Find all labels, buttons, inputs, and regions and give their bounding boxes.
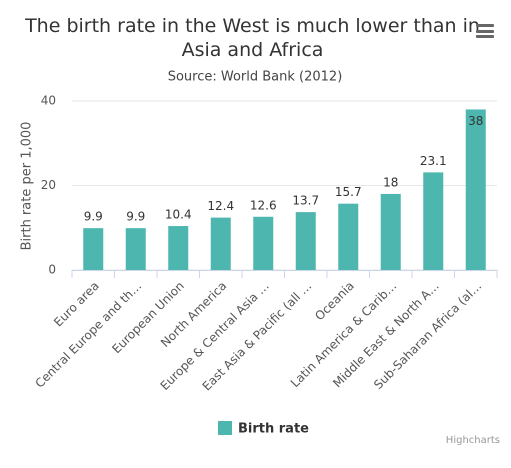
data-label: 15.7	[335, 185, 362, 199]
bar	[253, 216, 274, 270]
data-label: 9.9	[126, 210, 145, 224]
data-label: 38	[468, 114, 483, 128]
data-label: 9.9	[84, 210, 103, 224]
data-label: 18	[383, 175, 398, 189]
y-tick-label: 0	[48, 263, 56, 277]
y-tick-label: 40	[41, 94, 56, 108]
bar	[125, 228, 146, 270]
data-label: 12.4	[207, 199, 234, 213]
data-label: 13.7	[292, 194, 319, 208]
bar	[380, 193, 401, 270]
data-label: 10.4	[165, 208, 192, 222]
menu-button[interactable]	[476, 24, 494, 38]
bar	[83, 228, 104, 270]
bar	[338, 203, 359, 270]
x-tick-label: European Union	[109, 279, 187, 357]
y-axis-label: Birth rate per 1,000	[20, 122, 35, 251]
y-tick-label: 20	[41, 178, 56, 192]
credits: Highcharts	[446, 435, 500, 446]
bar	[465, 109, 486, 270]
bar	[295, 212, 316, 270]
bar	[168, 226, 189, 270]
bar	[423, 172, 444, 270]
data-label: 23.1	[420, 154, 447, 168]
data-label: 12.6	[250, 198, 277, 212]
legend-symbol	[218, 421, 232, 435]
bar	[210, 217, 231, 270]
legend-label: Birth rate	[238, 422, 309, 437]
chart-title: The birth rate in the West is much lower…	[25, 15, 480, 61]
chart-subtitle: Source: World Bank (2012)	[168, 70, 343, 85]
